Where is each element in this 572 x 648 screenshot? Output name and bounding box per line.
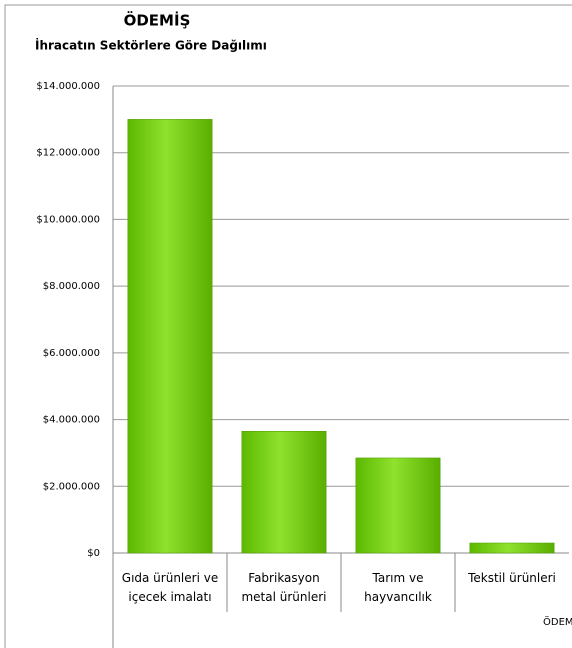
- x-tick-line: Tarım ve: [372, 571, 424, 585]
- y-tick-label: $0: [87, 548, 100, 559]
- frame: [4, 4, 572, 648]
- x-tick-line: içecek imalatı: [128, 590, 211, 604]
- x-tick-label: Tekstil ürünleri: [467, 571, 556, 585]
- x-tick-line: hayvancılık: [364, 590, 432, 604]
- y-tick-label: $4.000.000: [43, 415, 100, 426]
- legend-label: ÖDEMİŞ: [543, 615, 572, 628]
- x-tick-label: Fabrikasyon metal ürünleri: [241, 571, 326, 604]
- y-tick-label: $8.000.000: [43, 281, 100, 292]
- x-tick-label: Gıda ürünleri ve içecek imalatı: [122, 571, 218, 604]
- y-tick-label: $2.000.000: [43, 481, 100, 492]
- y-tick-label: $10.000.000: [36, 214, 100, 225]
- y-tick-label: $12.000.000: [36, 148, 100, 159]
- x-tick-line: metal ürünleri: [241, 590, 326, 604]
- chart-title: ÖDEMİŞ: [124, 11, 191, 30]
- bar: [127, 119, 213, 554]
- y-tick-label: $14.000.000: [36, 81, 100, 92]
- x-tick-line: Tekstil ürünleri: [467, 571, 556, 585]
- bar: [469, 542, 555, 554]
- x-tick-line: Fabrikasyon: [248, 571, 319, 585]
- bar: [241, 430, 327, 554]
- y-tick-label: $6.000.000: [43, 348, 100, 359]
- x-tick-line: Gıda ürünleri ve: [122, 571, 218, 585]
- chart-subtitle: İhracatın Sektörlere Göre Dağılımı: [35, 38, 267, 53]
- bar: [355, 457, 441, 554]
- x-tick-label: Tarım ve hayvancılık: [364, 571, 432, 604]
